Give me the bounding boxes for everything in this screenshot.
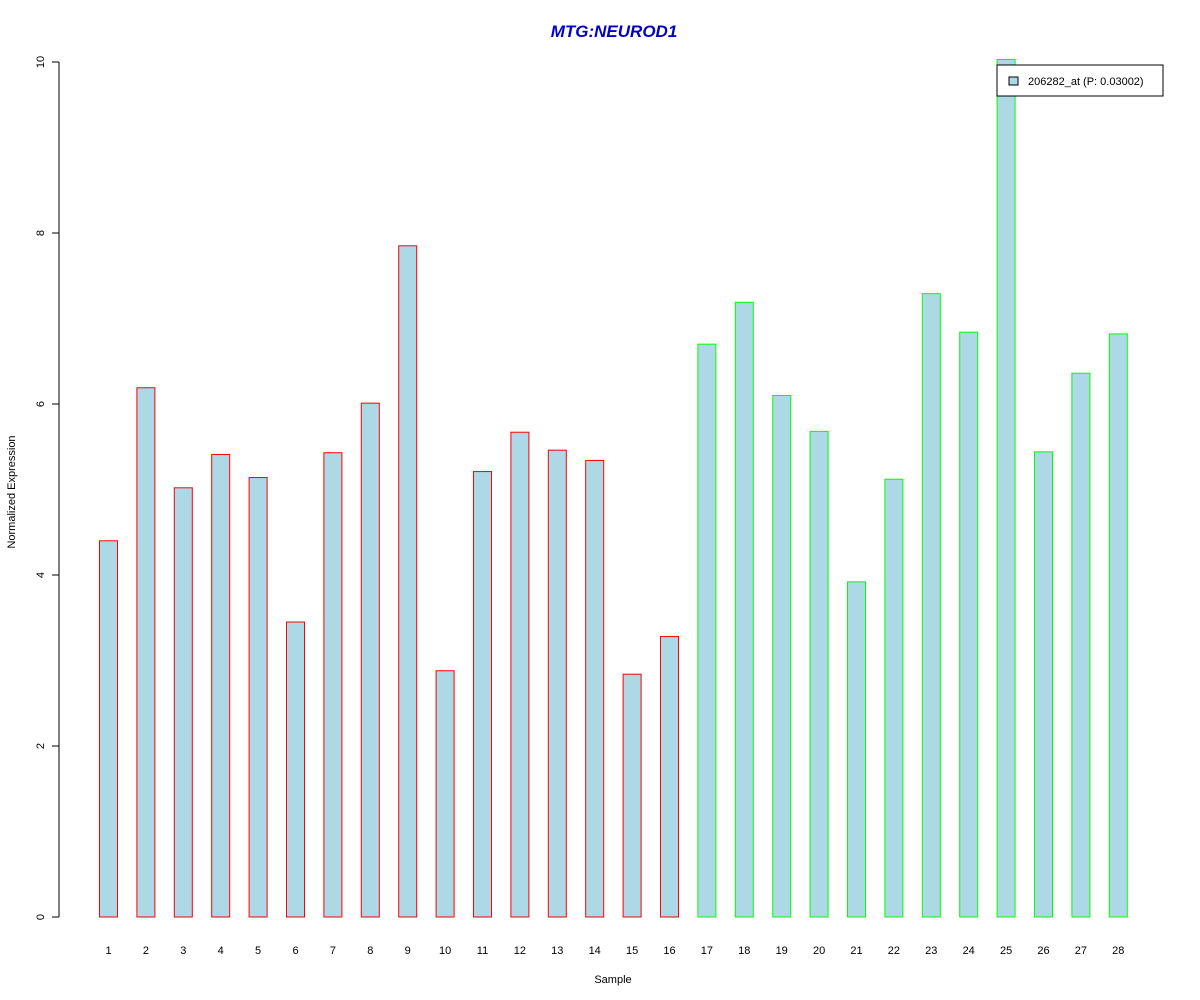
x-tick-label: 5 — [255, 945, 261, 957]
x-tick-label: 24 — [963, 945, 975, 957]
legend-label: 206282_at (P: 0.03002) — [1028, 76, 1144, 88]
x-tick-label: 15 — [626, 945, 638, 957]
x-tick-label: 28 — [1112, 945, 1124, 957]
bar — [660, 636, 679, 918]
x-tick-label: 20 — [813, 945, 825, 957]
bar — [211, 453, 231, 918]
x-tick-label: 9 — [405, 945, 411, 957]
x-tick-label: 22 — [888, 945, 900, 957]
x-tick-label: 8 — [367, 945, 373, 957]
x-tick-label: 18 — [738, 945, 750, 957]
x-tick-label: 27 — [1075, 945, 1087, 957]
legend-swatch — [1008, 76, 1019, 86]
x-tick-label: 11 — [477, 945, 488, 957]
x-tick-label: 1 — [105, 945, 111, 957]
x-tick-label: 13 — [551, 945, 563, 957]
x-tick-label: 16 — [663, 945, 675, 957]
bar — [99, 540, 118, 918]
bar — [398, 245, 418, 918]
bar — [136, 387, 156, 918]
y-tick-label: 4 — [35, 572, 47, 578]
legend: 206282_at (P: 0.03002) — [996, 64, 1164, 97]
x-tick-label: 4 — [218, 945, 224, 957]
bar — [173, 487, 193, 918]
bar — [921, 293, 941, 918]
x-tick-label: 12 — [514, 945, 526, 957]
x-tick-label: 23 — [925, 945, 937, 957]
x-tick-label: 7 — [330, 945, 336, 957]
y-tick-label: 0 — [35, 914, 47, 920]
bar — [510, 431, 530, 918]
x-tick-label: 17 — [701, 945, 713, 957]
bar — [697, 343, 717, 918]
bar — [585, 459, 605, 918]
x-tick-label: 14 — [589, 945, 601, 957]
bar — [622, 673, 642, 918]
y-tick-label: 8 — [35, 230, 47, 236]
bars — [99, 58, 1128, 918]
x-tick-label: 21 — [850, 945, 862, 957]
x-tick-label: 3 — [180, 945, 186, 957]
bar — [734, 301, 754, 918]
bar — [959, 331, 979, 918]
y-tick-label: 2 — [35, 743, 47, 749]
legend-box — [996, 64, 1164, 97]
bar — [286, 621, 305, 918]
bar — [473, 471, 492, 918]
bar — [360, 402, 380, 918]
bar — [435, 670, 455, 918]
chart-title: MTG:NEUROD1 — [551, 22, 678, 41]
x-tick-label: 6 — [292, 945, 298, 957]
x-tick-label: 25 — [1000, 945, 1012, 957]
bar — [248, 477, 268, 918]
y-axis: 0 2 4 6 8 10 — [35, 56, 60, 920]
y-tick-label: 6 — [35, 401, 47, 407]
x-tick-label: 19 — [776, 945, 788, 957]
bar — [1108, 333, 1128, 918]
y-axis-label: Normalized Expression — [6, 435, 18, 548]
x-tick-labels: 1 2 3 4 5 6 7 8 9 10 11 12 13 14 15 16 17 18 19 20 21 22 23 24 2… — [105, 945, 1124, 957]
bar — [996, 58, 1016, 918]
bar — [547, 449, 567, 918]
bar — [772, 394, 792, 918]
x-tick-label: 26 — [1037, 945, 1049, 957]
bar — [847, 581, 866, 918]
bar — [1034, 451, 1053, 918]
bar — [1071, 372, 1091, 918]
x-axis-label: Sample — [594, 974, 631, 986]
bar — [809, 430, 829, 918]
x-tick-label: 10 — [439, 945, 451, 957]
y-tick-label: 10 — [35, 56, 47, 68]
bar — [323, 452, 343, 918]
bar — [884, 478, 904, 918]
x-tick-label: 2 — [143, 945, 149, 957]
